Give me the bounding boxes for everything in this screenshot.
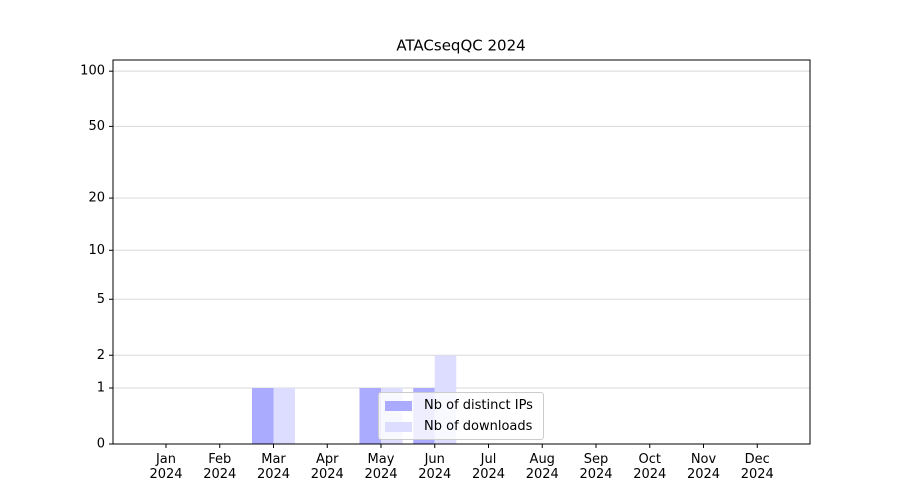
- chart-title: ATACseqQC 2024: [396, 37, 525, 55]
- x-tick-label: Sep 2024: [579, 452, 613, 482]
- legend-label: Nb of distinct IPs: [424, 398, 533, 413]
- x-tick-label: Aug 2024: [525, 452, 559, 482]
- legend-item: Nb of distinct IPs: [379, 395, 543, 416]
- y-tick-label: 50: [88, 119, 105, 134]
- y-tick-label: 20: [88, 191, 105, 206]
- x-tick-label: Oct 2024: [633, 452, 667, 482]
- legend: Nb of distinct IPs Nb of downloads: [378, 392, 544, 440]
- y-tick-label: 5: [97, 292, 105, 307]
- x-tick-label: Nov 2024: [686, 452, 721, 482]
- y-tick-label: 100: [80, 64, 105, 79]
- bar: [252, 388, 274, 444]
- bar: [359, 388, 381, 444]
- y-tick-label: 0: [97, 437, 105, 452]
- legend-swatch: [385, 421, 412, 432]
- x-tick-label: Jun 2024: [418, 452, 452, 482]
- legend-label: Nb of downloads: [424, 419, 533, 434]
- y-tick-label: 2: [97, 348, 105, 363]
- x-tick-label: Jan 2024: [149, 452, 183, 482]
- y-tick-label: 10: [88, 243, 105, 258]
- x-tick-label: May 2024: [364, 452, 398, 482]
- x-tick-label: Dec 2024: [740, 452, 774, 482]
- x-tick-label: Apr 2024: [310, 452, 344, 482]
- legend-item: Nb of downloads: [379, 416, 543, 437]
- x-tick-label: Feb 2024: [203, 452, 237, 482]
- legend-swatch: [385, 400, 412, 411]
- bar: [273, 388, 295, 444]
- x-tick-label: Mar 2024: [256, 452, 291, 482]
- plot-frame: [112, 59, 811, 445]
- y-tick-label: 1: [97, 381, 105, 396]
- x-tick-label: Jul 2024: [471, 452, 506, 482]
